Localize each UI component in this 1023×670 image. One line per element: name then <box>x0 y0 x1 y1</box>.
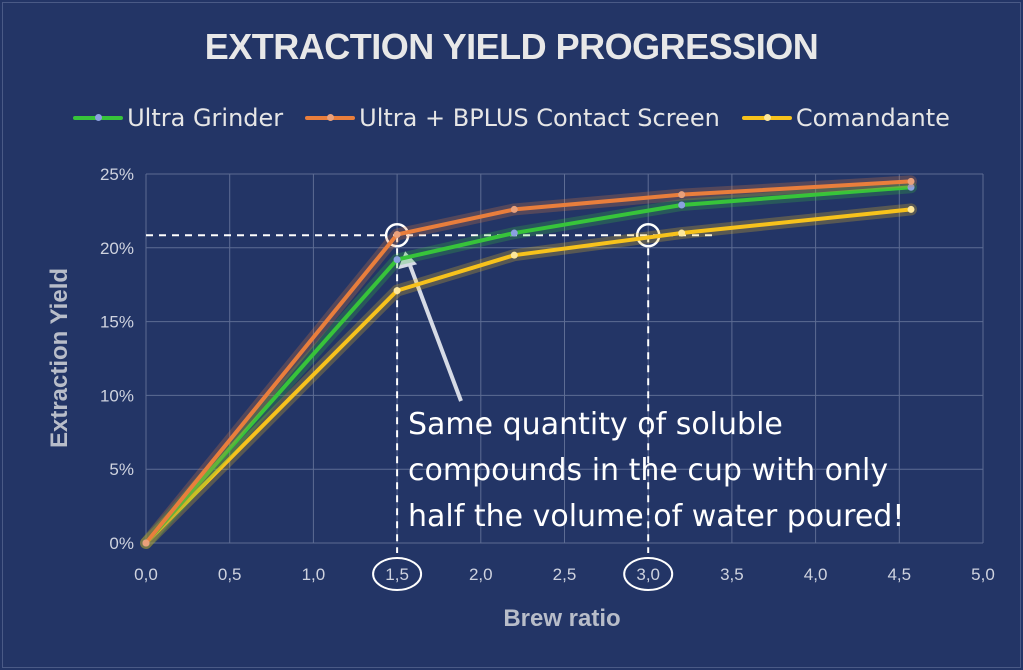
series-point <box>510 229 518 237</box>
annotation-line: Same quantity of soluble <box>408 407 783 442</box>
x-tick-label: 2,0 <box>469 565 493 584</box>
legend-swatch <box>741 114 792 121</box>
y-tick-label: 5% <box>109 460 134 479</box>
series-point <box>678 229 686 237</box>
legend-marker <box>327 114 335 121</box>
legend-marker <box>95 114 103 121</box>
annotation-line: compounds in the cup with only <box>408 453 889 488</box>
chart-title: EXTRACTION YIELD PROGRESSION <box>204 26 819 67</box>
legend-label: Comandante <box>795 104 950 132</box>
series-point <box>678 191 686 199</box>
x-tick-label: 5,0 <box>971 565 995 584</box>
y-tick-label: 10% <box>100 386 134 405</box>
series-point <box>393 231 401 239</box>
annotation-line: half the volume of water poured! <box>408 499 905 534</box>
reference-point-circle <box>384 223 410 248</box>
x-tick-label: 4,5 <box>887 565 911 584</box>
x-tick-label: 0,0 <box>134 565 158 584</box>
y-tick-label: 20% <box>100 239 134 258</box>
annotation-text: Same quantity of soluble compounds in the… <box>408 402 968 540</box>
series-point <box>907 177 915 185</box>
x-axis-title: Brew ratio <box>503 605 620 632</box>
circled-tick-marker <box>623 557 674 591</box>
series-point <box>393 287 401 295</box>
x-tick-label: 4,0 <box>804 565 828 584</box>
tick-labels: 0,0 0,5 1,0 1,5 2,0 2,5 3,0 3,5 4,0 4,5 5,0 0% 5% 10%… <box>100 165 995 584</box>
x-tick-label: 3,5 <box>720 565 744 584</box>
legend-label: Ultra + BPLUS Contact Screen <box>359 104 720 132</box>
circled-tick-marker <box>372 557 423 591</box>
legend-item: Comandante <box>741 104 950 132</box>
legend-swatch <box>305 114 356 121</box>
legend: Ultra Grinder Ultra + BPLUS Contact Scree… <box>0 104 1023 132</box>
legend-swatch <box>73 114 124 121</box>
x-tick-label: 1,5 <box>385 565 409 584</box>
y-tick-label: 0% <box>109 534 134 553</box>
x-tick-label: 2,5 <box>553 565 577 584</box>
legend-marker <box>763 114 771 121</box>
x-tick-label: 0,5 <box>218 565 242 584</box>
series-point <box>142 539 150 547</box>
legend-label: Ultra Grinder <box>127 104 284 132</box>
series-point <box>678 201 686 209</box>
series-point <box>907 183 915 191</box>
x-tick-label: 1,0 <box>302 565 326 584</box>
legend-item: Ultra Grinder <box>73 104 283 132</box>
legend-item: Ultra + BPLUS Contact Screen <box>305 104 720 132</box>
x-tick-label: 3,0 <box>636 565 660 584</box>
annotation-arrow-head <box>398 251 418 270</box>
series-point <box>907 205 915 213</box>
reference-markers <box>146 223 716 591</box>
series-group <box>140 175 918 549</box>
y-axis-title: Extraction Yield <box>46 268 73 448</box>
y-tick-label: 15% <box>100 313 134 332</box>
series-point <box>393 256 401 264</box>
y-tick-label: 25% <box>100 165 134 184</box>
series-point <box>510 205 518 213</box>
series-point <box>510 251 518 259</box>
